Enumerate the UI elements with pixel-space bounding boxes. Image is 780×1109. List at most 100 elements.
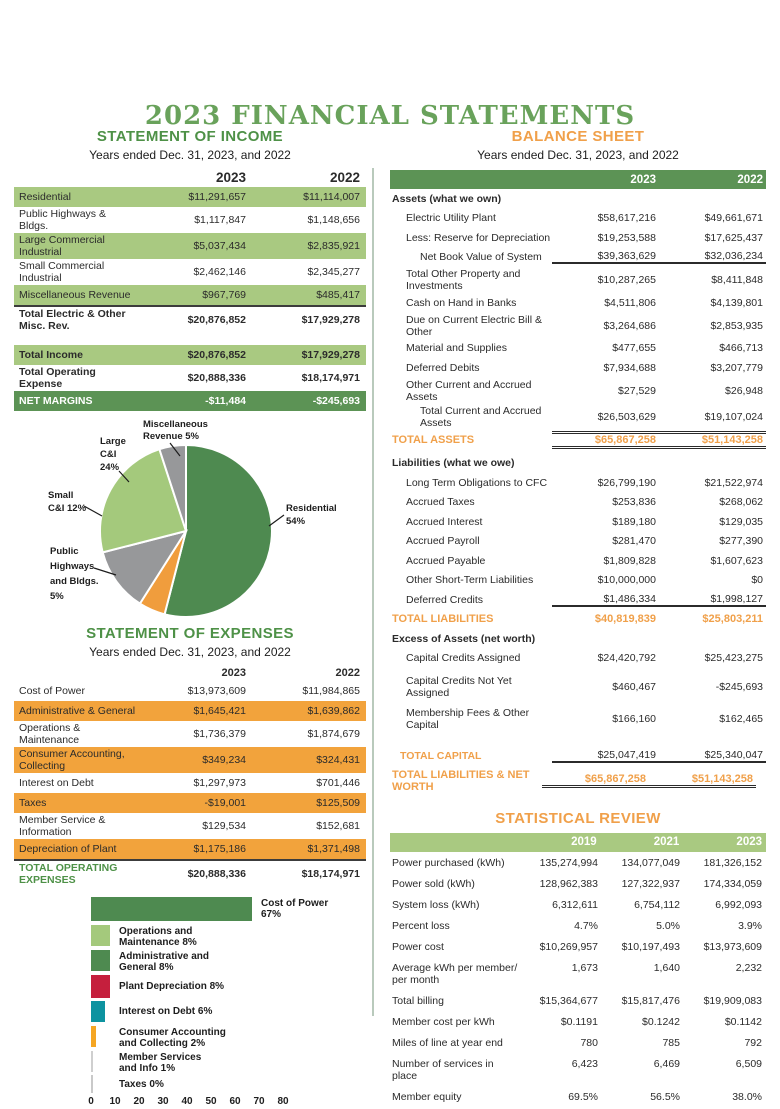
balance-sheet-row: Long Term Obligations to CFC $26,799,190… (390, 473, 766, 493)
row-value-2019: 6,312,611 (552, 898, 598, 911)
statistical-table: Power purchased (kWh) 135,274,994 134,07… (390, 852, 766, 1107)
row-label: Public Highways & Bldgs. (19, 208, 106, 232)
pie-slice-label: Large (100, 436, 126, 447)
pie-slice-label: Revenue 5% (143, 431, 200, 442)
row-label: Member Service & Information (19, 814, 106, 838)
income-row: Small Commercial Industrial $2,462,146 $… (14, 259, 366, 285)
row-label: Accrued Taxes (406, 496, 475, 509)
bar-axis-tick: 40 (181, 1096, 193, 1107)
row-value-2023: $4,511,806 (604, 296, 656, 309)
balance-sheet-row: Assets (what we own) (390, 189, 766, 209)
bar-axis-tick: 20 (133, 1096, 145, 1107)
row-label: TOTAL ASSETS (392, 433, 475, 446)
row-label: Power sold (kWh) (392, 877, 475, 890)
row-value-2021: 785 (662, 1036, 680, 1049)
row-value-2022: $0 (751, 574, 763, 587)
statistical-row: System loss (kWh) 6,312,611 6,754,112 6,… (390, 894, 766, 915)
row-value-2022: $268,062 (719, 496, 763, 509)
expense-bar-label: Member Services and Info 1% (119, 1052, 202, 1074)
row-value-2021: 6,754,112 (634, 898, 680, 911)
row-label: Total billing (392, 994, 444, 1007)
row-value-2022: $2,853,935 (710, 319, 763, 332)
expense-row: Taxes -$19,001 $125,509 (14, 793, 366, 813)
row-value-2023: $1,175,186 (193, 843, 246, 855)
row-value-2022: $2,835,921 (307, 240, 360, 252)
row-value-2023: $1,486,334 (552, 593, 659, 607)
income-summary-row: Total Operating Expense $20,888,336 $18,… (14, 365, 366, 391)
bar-axis-tick: 70 (253, 1096, 265, 1107)
balance-sheet-row: Material and Supplies $477,655 $466,713 (390, 339, 766, 359)
statistical-row: Number of services in place 6,423 6,469 … (390, 1053, 766, 1086)
row-value-2023: 6,992,093 (715, 898, 762, 911)
expenses-col-2023: 2023 (221, 667, 246, 679)
stat-col-2023: 2023 (736, 836, 763, 848)
row-value-2023: 2,232 (735, 961, 762, 974)
row-value-2022: $152,681 (316, 820, 360, 832)
statistical-row: Power cost $10,269,957 $10,197,493 $13,9… (390, 936, 766, 957)
income-summary-table: Total Income $20,876,852 $17,929,278 Tot… (14, 345, 366, 411)
pie-slice-label: Public (50, 546, 79, 557)
row-value-2022: $19,107,024 (704, 410, 763, 423)
balance-sheet-table: Assets (what we own) Electric Utility Pl… (390, 189, 766, 796)
expenses-subtitle: Years ended Dec. 31, 2023, and 2022 (89, 645, 291, 659)
row-value-2023: 181,326,152 (703, 856, 762, 869)
row-value-2022: $1,371,498 (307, 843, 360, 855)
row-label: Other Short-Term Liabilities (406, 574, 534, 587)
row-value-2023: $10,287,265 (597, 274, 656, 286)
row-value-2023: $65,867,258 (542, 773, 649, 788)
row-value-2022: $21,522,974 (704, 476, 763, 489)
income-row: Public Highways & Bldgs. $1,117,847 $1,1… (14, 207, 366, 233)
income-row: Total Electric & Other Misc. Rev. $20,87… (14, 305, 366, 333)
row-value-2023: $1,117,847 (194, 214, 246, 226)
balance-sheet-row: Accrued Payroll $281,470 $277,390 (390, 532, 766, 552)
balance-sheet-row: Accrued Taxes $253,836 $268,062 (390, 493, 766, 513)
row-value-2022: $11,114,007 (303, 191, 360, 203)
bar-axis-tick: 60 (229, 1096, 241, 1107)
row-label: Total Current and Accrued Assets (420, 404, 542, 429)
row-value-2023: $65,867,258 (552, 430, 659, 449)
income-table: Residential $11,291,657 $11,114,007 Publ… (14, 187, 366, 333)
balance-sheet-row: TOTAL LIABILITIES $40,819,839 $25,803,21… (390, 610, 766, 630)
expense-row: Cost of Power $13,973,609 $11,984,865 (14, 681, 366, 701)
right-column: BALANCE SHEET Years ended Dec. 31, 2023,… (390, 128, 766, 1107)
expense-bar (91, 950, 111, 971)
balance-sheet-row: Excess of Assets (net worth) (390, 629, 766, 649)
stat-col-2021: 2021 (653, 836, 680, 848)
row-label: System loss (kWh) (392, 898, 480, 911)
expense-bar (91, 1001, 106, 1022)
expense-row: Interest on Debt $1,297,973 $701,446 (14, 773, 366, 793)
row-value-2022: $51,143,258 (649, 773, 756, 788)
row-value-2021: 127,322,937 (621, 877, 680, 890)
pie-slice (99, 447, 188, 554)
balance-sheet-row: Other Short-Term Liabilities $10,000,000… (390, 571, 766, 591)
row-label: Other Current and Accrued Assets (406, 378, 532, 403)
statistical-row: Member cost per kWh $0.1191 $0.1242 $0.1… (390, 1011, 766, 1032)
row-label: Small Commercial Industrial (19, 260, 105, 284)
row-label: Miles of line at year end (392, 1036, 503, 1049)
income-col-2022: 2022 (329, 170, 360, 185)
expense-bar-label: Plant Depreciation 8% (119, 981, 225, 992)
pie-slice-label: and Bldgs. (50, 576, 99, 587)
row-value-2022: $162,465 (719, 713, 763, 725)
expense-row: Operations & Maintenance $1,736,379 $1,8… (14, 721, 366, 747)
row-value-2019: 128,962,383 (539, 877, 598, 890)
row-value-2022: $1,607,623 (710, 554, 763, 567)
balance-sheet-row: Net Book Value of System $39,363,629 $32… (390, 248, 766, 268)
row-value-2023: $19,253,588 (597, 231, 656, 244)
row-label: TOTAL OPERATING EXPENSES (19, 862, 118, 886)
row-value-2023: $26,799,190 (597, 476, 656, 489)
row-value-2023: $7,934,688 (603, 361, 656, 374)
row-label: Taxes (19, 797, 47, 809)
row-value-2023: $58,617,216 (597, 212, 656, 225)
revenue-pie-chart: Residential 54% Public Highways and Bldgs. 5%… (14, 413, 366, 625)
expense-bar (91, 1075, 93, 1093)
row-value-2023: -$19,001 (204, 797, 246, 809)
row-label: Accrued Interest (406, 515, 483, 528)
row-value-2023: $166,160 (612, 713, 656, 725)
balance-sheet-row: Accrued Interest $189,180 $129,035 (390, 512, 766, 532)
row-value-2023: $1,736,379 (193, 728, 246, 740)
row-value-2023: $1,297,973 (193, 777, 246, 789)
pie-slice-label: C&I 12% (48, 503, 87, 514)
row-value-2022: $17,929,278 (301, 314, 360, 326)
balance-sheet-row: Membership Fees & Other Capital $166,160… (390, 706, 766, 732)
